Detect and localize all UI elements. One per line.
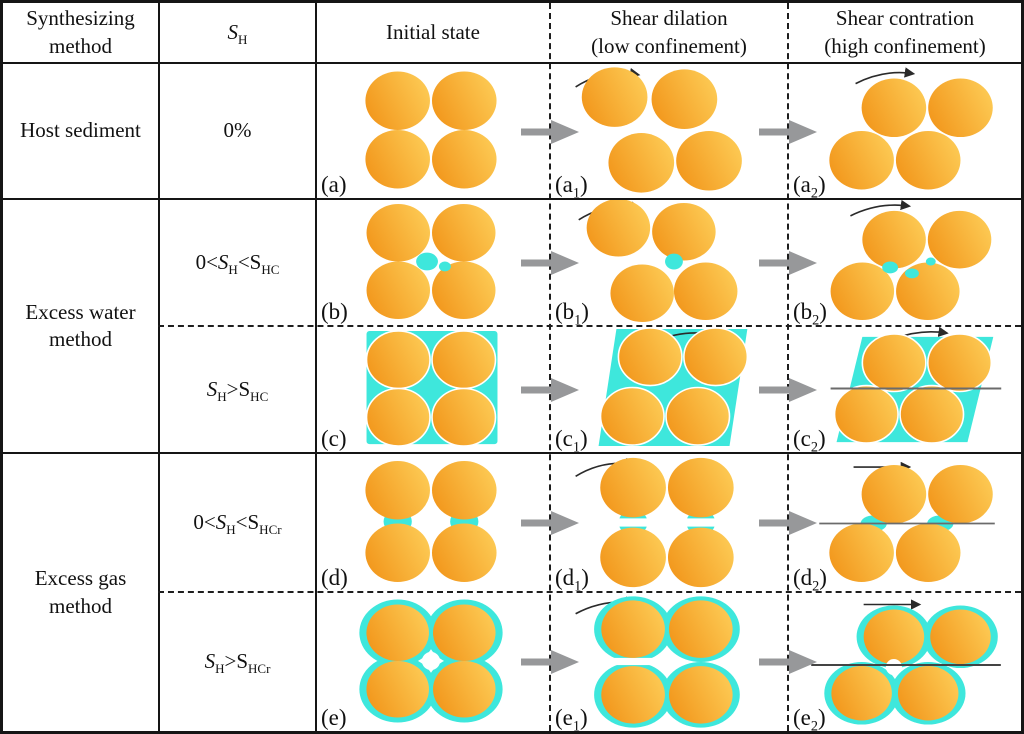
diagram-host-dilation: [575, 67, 742, 193]
diagram-gas-high-contraction: [811, 599, 1001, 725]
header-text: Synthesizing method: [26, 6, 135, 58]
row-divider-line: [3, 452, 1021, 454]
transition-arrow-icon: [759, 120, 817, 144]
transition-arrow-icon: [759, 251, 817, 275]
diagram-host-contraction: [829, 67, 993, 190]
diagram-water-high-contraction: [830, 327, 1002, 444]
header-line1: Shear contration: [835, 6, 975, 31]
panel-label: (c2): [793, 426, 826, 456]
sh-text: 0<SH<SHC: [195, 249, 280, 278]
transition-arrow-icon: [521, 511, 579, 535]
cell-host-contraction: (a2): [789, 64, 1021, 202]
method-excess-gas: Excess gas method: [3, 454, 158, 731]
diagram-water-high-initial: [365, 330, 498, 447]
sh-text: 0<SH<SHCr: [193, 509, 282, 538]
diagram-water-high-dilation: [598, 327, 749, 447]
cell-gas-low-initial: (d): [317, 454, 549, 591]
sh-value-d: 0<SH<SHCr: [160, 454, 315, 591]
cell-water-low-dilation: (b1): [551, 200, 787, 329]
sh-value-b: 0<SH<SHC: [160, 200, 315, 325]
panel-label: (c): [321, 426, 347, 451]
transition-arrow-icon: [521, 378, 579, 402]
column-divider-dashed-line: [549, 3, 551, 731]
header-text: SH: [227, 19, 248, 48]
cell-water-low-contraction: (b2): [789, 200, 1021, 329]
cell-host-initial: (a): [317, 64, 549, 198]
cell-water-high-initial: (c): [317, 327, 549, 452]
cell-gas-high-contraction: (e2): [789, 593, 1021, 731]
cell-host-dilation: (a1): [551, 64, 787, 202]
panel-label: (a2): [793, 172, 826, 202]
transition-arrow-icon: [521, 120, 579, 144]
transition-arrow-icon: [759, 511, 817, 535]
header-text: Initial state: [386, 19, 480, 44]
diagram-host-initial: [365, 71, 497, 189]
header-shear-dilation: Shear dilation (low confinement): [551, 3, 787, 62]
diagram-gas-high-dilation: [575, 596, 740, 728]
sh-text: SH>SHCr: [204, 649, 271, 677]
header-line2: (high confinement): [824, 33, 986, 58]
transition-arrow-icon: [521, 251, 579, 275]
cell-water-low-initial: (b): [317, 200, 549, 325]
row-divider-dashed-line: [158, 325, 1021, 327]
transition-arrow-icon: [759, 650, 817, 674]
panel-label: (d): [321, 565, 348, 590]
header-initial-state: Initial state: [317, 3, 549, 62]
cell-water-high-contraction: (c2): [789, 327, 1021, 456]
panel-label: (e): [321, 705, 347, 730]
panel-label: (b1): [555, 299, 589, 329]
transition-arrow-icon: [759, 378, 817, 402]
sh-text: 0%: [223, 118, 252, 143]
column-divider-dashed-line: [787, 3, 789, 731]
header-text: Shear contration (high confinement): [824, 5, 986, 60]
header-divider-line: [3, 62, 1021, 64]
header-shear-contraction: Shear contration (high confinement): [789, 3, 1021, 62]
diagram-gas-low-initial: [365, 460, 497, 583]
header-sh: SH: [160, 3, 315, 62]
header-synthesizing-method: Synthesizing method: [3, 3, 158, 62]
row-divider-dashed-line: [158, 591, 1021, 593]
panel-label: (a1): [555, 172, 588, 202]
header-text: Shear dilation (low confinement): [591, 5, 747, 60]
rotation-arrow-icon: [850, 200, 912, 217]
cell-gas-high-dilation: (e1): [551, 593, 787, 731]
column-divider-line: [315, 3, 317, 731]
sh-value-e: SH>SHCr: [160, 593, 315, 731]
rotation-arrow-icon: [855, 67, 916, 85]
header-line1: Shear dilation: [610, 6, 728, 31]
row-divider-line: [3, 198, 1021, 200]
method-text: Excess water method: [25, 299, 136, 351]
transition-arrow-icon: [521, 650, 579, 674]
cell-gas-low-dilation: (d1): [551, 454, 787, 595]
diagram-water-low-dilation: [578, 200, 738, 323]
sh-value-a: 0%: [160, 64, 315, 198]
column-divider-line: [158, 3, 160, 731]
sh-value-c: SH>SHC: [160, 327, 315, 452]
sh-text: SH>SHC: [206, 376, 269, 405]
panel-label: (e2): [793, 705, 826, 734]
diagram-gas-low-dilation: [575, 457, 751, 588]
panel-label: (a): [321, 172, 347, 197]
method-host-sediment: Host sediment: [3, 64, 158, 198]
panel-label: (b2): [793, 299, 827, 329]
method-text: Host sediment: [20, 118, 141, 143]
panel-label: (e1): [555, 705, 588, 734]
header-line2: (low confinement): [591, 33, 747, 58]
diagram-gas-low-contraction: [819, 461, 995, 583]
panel-label: (b): [321, 299, 348, 324]
cell-water-high-dilation: (c1): [551, 327, 787, 456]
cell-gas-low-contraction: (d2): [789, 454, 1021, 595]
diagram-water-low-initial: [366, 203, 496, 320]
diagram-gas-high-initial: [359, 599, 503, 723]
method-excess-water: Excess water method: [3, 200, 158, 452]
method-text: Excess gas method: [34, 566, 127, 618]
cell-gas-high-initial: (e): [317, 593, 549, 731]
diagram-water-low-contraction: [830, 200, 992, 321]
panel-label: (d2): [793, 565, 827, 595]
panel-label: (d1): [555, 565, 589, 595]
panel-label: (c1): [555, 426, 588, 456]
